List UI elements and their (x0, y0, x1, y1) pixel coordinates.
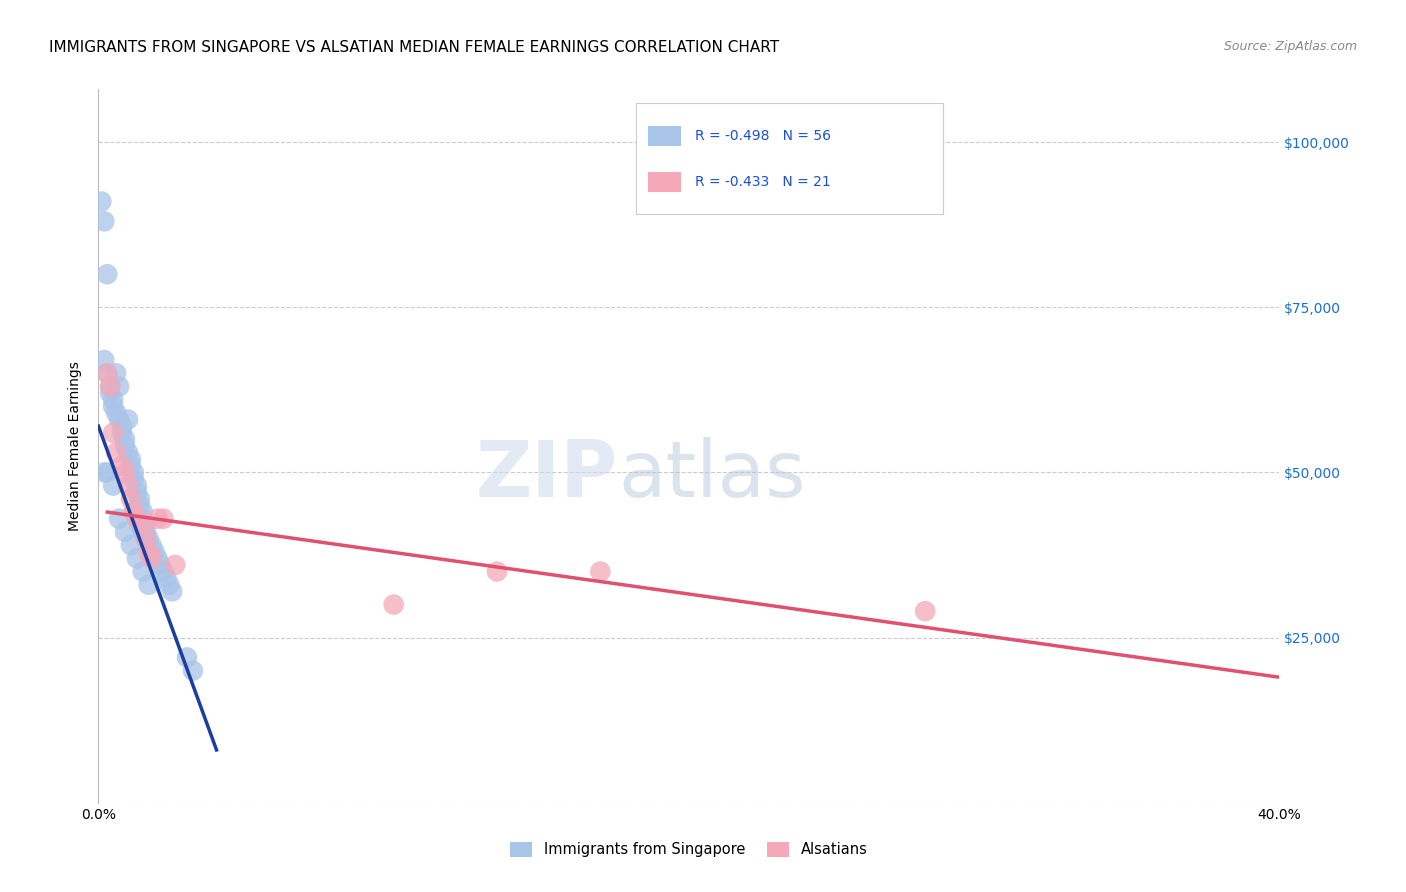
Point (117, 445, 139, 459)
Point (111, 425, 134, 440)
Point (132, 518, 155, 533)
Point (146, 551, 169, 566)
Point (125, 485, 148, 500)
Text: atlas: atlas (619, 436, 806, 513)
Point (135, 532, 157, 546)
Point (117, 478, 139, 492)
Bar (648, 172, 681, 192)
Point (105, 367, 128, 381)
Point (114, 466, 136, 480)
Point (96, 267, 118, 281)
Point (93, 466, 115, 480)
Point (146, 511, 169, 525)
Point (135, 524, 157, 539)
Point (103, 478, 125, 492)
Point (117, 412, 139, 426)
Point (152, 511, 174, 525)
Point (141, 538, 163, 552)
Point (589, 565, 612, 579)
Point (125, 511, 148, 525)
Point (120, 538, 142, 552)
Point (486, 565, 509, 579)
Point (122, 472, 145, 486)
Y-axis label: Median Female Earnings: Median Female Earnings (69, 361, 83, 531)
Point (111, 419, 134, 434)
Point (96, 466, 118, 480)
Point (111, 458, 134, 473)
Point (122, 466, 145, 480)
Point (98, 379, 121, 393)
Point (125, 551, 148, 566)
Text: IMMIGRANTS FROM SINGAPORE VS ALSATIAN MEDIAN FEMALE EARNINGS CORRELATION CHART: IMMIGRANTS FROM SINGAPORE VS ALSATIAN ME… (49, 40, 779, 55)
Point (128, 518, 150, 533)
Point (157, 578, 180, 592)
Point (105, 445, 128, 459)
Point (108, 412, 131, 426)
Point (103, 425, 125, 440)
Point (108, 379, 131, 393)
Point (93, 353, 115, 368)
Point (141, 551, 163, 566)
Point (120, 458, 142, 473)
Text: R = -0.433   N = 21: R = -0.433 N = 21 (695, 175, 831, 189)
Point (96, 367, 118, 381)
Point (98, 386, 121, 401)
Point (108, 511, 131, 525)
Point (132, 565, 155, 579)
Point (138, 545, 160, 559)
Text: Source: ZipAtlas.com: Source: ZipAtlas.com (1223, 40, 1357, 54)
Point (143, 545, 166, 559)
Point (114, 439, 136, 453)
Point (149, 558, 172, 572)
Point (914, 604, 936, 618)
Point (93, 214, 115, 228)
Text: R = -0.498   N = 56: R = -0.498 N = 56 (695, 128, 831, 143)
Point (125, 478, 148, 492)
Point (155, 571, 177, 585)
Point (120, 452, 142, 467)
Point (382, 598, 405, 612)
Point (162, 584, 183, 599)
Point (105, 406, 128, 420)
Point (90, 194, 112, 209)
Point (96, 367, 118, 381)
Point (135, 532, 157, 546)
Point (122, 505, 145, 519)
Point (132, 524, 155, 539)
Point (165, 558, 187, 572)
Point (152, 565, 174, 579)
Point (176, 650, 198, 665)
Point (138, 532, 160, 546)
Point (114, 524, 136, 539)
Point (128, 491, 150, 506)
Legend: Immigrants from Singapore, Alsatians: Immigrants from Singapore, Alsatians (505, 836, 873, 863)
Point (138, 578, 160, 592)
Point (122, 505, 145, 519)
Point (132, 505, 155, 519)
FancyBboxPatch shape (636, 103, 943, 214)
Point (103, 400, 125, 414)
Point (132, 511, 155, 525)
Point (128, 499, 150, 513)
Point (120, 491, 142, 506)
Point (125, 511, 148, 525)
Bar (648, 126, 681, 145)
Text: ZIP: ZIP (475, 436, 619, 513)
Point (98, 379, 121, 393)
Point (103, 392, 125, 407)
Point (114, 433, 136, 447)
Point (135, 518, 157, 533)
Point (181, 664, 204, 678)
